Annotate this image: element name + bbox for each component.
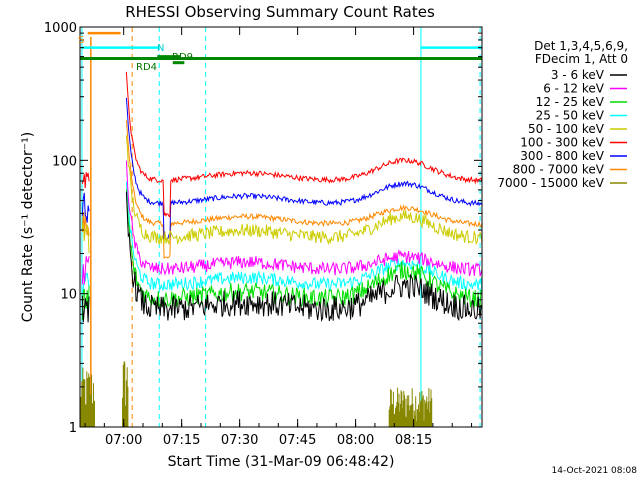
x-tick-label-4: 08:00 xyxy=(337,433,374,448)
legend-label-3: 25 - 50 keV xyxy=(536,109,605,123)
series-6-pre xyxy=(81,192,90,223)
x-tick-label-3: 07:45 xyxy=(279,433,316,448)
annotation-rd4: RD4 xyxy=(136,62,157,73)
legend-label-4: 50 - 100 keV xyxy=(528,122,605,136)
series-2 xyxy=(125,189,483,308)
series-4 xyxy=(125,135,483,246)
y-tick-label-1: 10 xyxy=(60,288,77,303)
legend-label-1: 6 - 12 keV xyxy=(543,82,605,96)
x-tick-label-5: 08:15 xyxy=(395,433,432,448)
legend: Det 1,3,4,5,6,9, FDecim 1, Att 0 3 - 6 k… xyxy=(497,39,628,190)
annotation-n: N xyxy=(157,43,164,54)
chart-title: RHESSI Observing Summary Count Rates xyxy=(125,3,435,21)
legend-label-5: 100 - 300 keV xyxy=(520,136,604,150)
series-8 xyxy=(79,361,433,427)
x-tick-label-1: 07:15 xyxy=(163,433,200,448)
x-tick-label-0: 07:00 xyxy=(105,433,142,448)
y-tick-label-2: 100 xyxy=(52,154,77,169)
series-2-pre xyxy=(81,285,90,321)
legend-label-0: 3 - 6 keV xyxy=(551,68,605,82)
series-5 xyxy=(125,71,483,218)
series-5-pre xyxy=(81,172,90,189)
legend-header-2: FDecim 1, Att 0 xyxy=(535,52,628,66)
legend-label-2: 12 - 25 keV xyxy=(536,95,605,109)
x-tick-label-2: 07:30 xyxy=(221,433,258,448)
series-0 xyxy=(125,191,483,323)
legend-label-8: 7000 - 15000 keV xyxy=(497,176,604,190)
y-axis-label: Count Rate (s⁻¹ detector⁻¹) xyxy=(20,132,36,322)
timestamp: 14-Oct-2021 08:08 xyxy=(552,466,638,476)
plot-frame xyxy=(79,26,483,428)
annotation-rd9: RD9 xyxy=(172,52,193,63)
series-1-pre xyxy=(81,256,90,285)
x-axis-label: Start Time (31-Mar-09 06:48:42) xyxy=(168,454,395,470)
series-6 xyxy=(125,97,483,241)
plot-marks xyxy=(79,27,483,427)
x-axis: 07:00 07:15 07:30 07:45 08:00 08:15 xyxy=(84,27,473,448)
series-4-pre xyxy=(81,223,90,254)
legend-label-6: 300 - 800 keV xyxy=(520,149,604,163)
y-axis: 1 10 100 1000 xyxy=(44,21,482,436)
series-0-pre xyxy=(81,295,90,323)
annotation-s: S xyxy=(78,35,84,46)
legend-label-7: 800 - 7000 keV xyxy=(513,163,605,177)
y-tick-label-0: 1 xyxy=(69,421,77,436)
series-1 xyxy=(125,160,483,277)
series-3-pre xyxy=(81,272,90,301)
legend-header-1: Det 1,3,4,5,6,9, xyxy=(534,39,628,53)
series-7 xyxy=(125,120,483,259)
y-tick-label-3: 1000 xyxy=(44,21,77,36)
